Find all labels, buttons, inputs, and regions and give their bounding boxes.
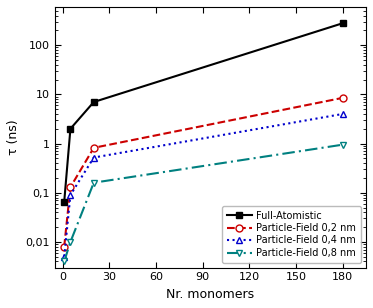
Particle-Field 0,4 nm (341, 112, 345, 116)
Particle-Field 0,2 nm (68, 185, 73, 189)
Full-Atomistic (62, 200, 66, 204)
Line: Particle-Field 0,2 nm: Particle-Field 0,2 nm (61, 94, 346, 250)
Particle-Field 0,2 nm (341, 96, 345, 100)
X-axis label: Nr. monomers: Nr. monomers (166, 288, 254, 301)
Particle-Field 0,8 nm (68, 240, 73, 244)
Particle-Field 0,2 nm (62, 245, 66, 249)
Y-axis label: τ (ns): τ (ns) (7, 120, 20, 155)
Full-Atomistic (341, 21, 345, 25)
Particle-Field 0,4 nm (91, 156, 96, 159)
Line: Particle-Field 0,4 nm: Particle-Field 0,4 nm (61, 111, 346, 260)
Particle-Field 0,4 nm (62, 255, 66, 259)
Full-Atomistic (68, 127, 73, 131)
Particle-Field 0,4 nm (68, 193, 73, 197)
Legend: Full-Atomistic, Particle-Field 0,2 nm, Particle-Field 0,4 nm, Particle-Field 0,8: Full-Atomistic, Particle-Field 0,2 nm, P… (222, 206, 361, 263)
Line: Particle-Field 0,8 nm: Particle-Field 0,8 nm (61, 141, 346, 265)
Full-Atomistic (91, 100, 96, 104)
Line: Full-Atomistic: Full-Atomistic (61, 20, 346, 205)
Particle-Field 0,8 nm (341, 143, 345, 147)
Particle-Field 0,8 nm (91, 181, 96, 184)
Particle-Field 0,2 nm (91, 146, 96, 150)
Particle-Field 0,8 nm (62, 260, 66, 263)
